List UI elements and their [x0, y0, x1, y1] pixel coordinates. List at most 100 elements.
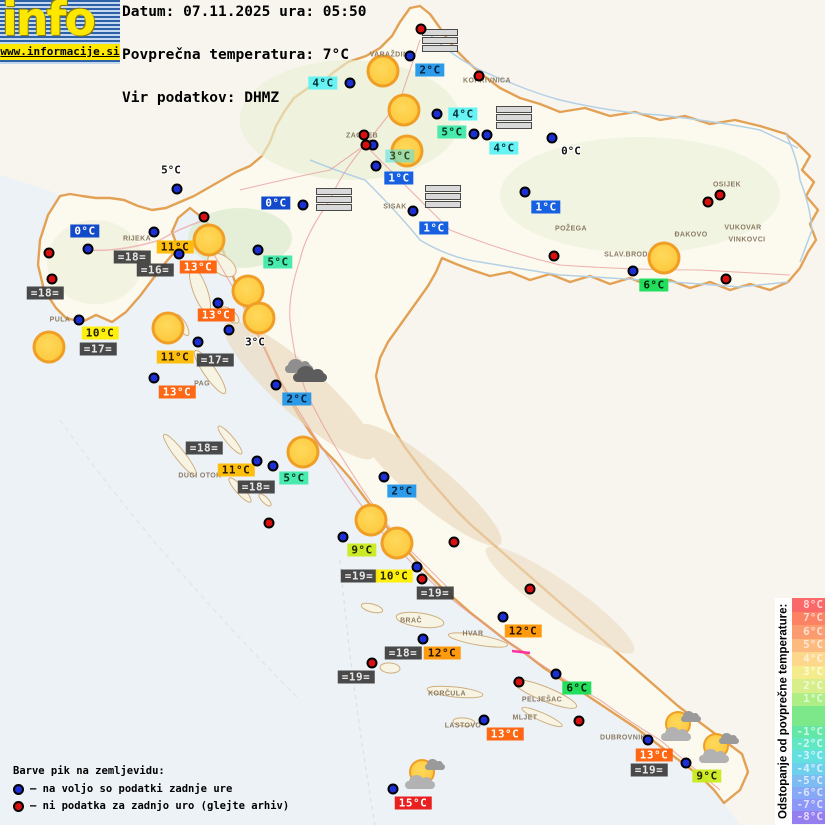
city-label-bra: BRAČ [400, 617, 422, 625]
scale-band-label: -3°C [796, 749, 824, 763]
city-label-dugiotok: DUGI OTOK [178, 472, 222, 480]
scale-band-4C: 4°C [792, 652, 825, 666]
logo-link[interactable]: info www.informacije.si [0, 0, 120, 64]
fog-icon [422, 29, 458, 53]
temperature-label: 1°C [419, 221, 449, 235]
city-label-peljeac: PELJEŠAC [521, 696, 563, 704]
station-dot-blue [297, 199, 309, 211]
scale-band-label: -6°C [796, 786, 824, 800]
city-label-sisak: SISAK [383, 203, 407, 211]
header-source-line: Vir podatkov: DHMZ [122, 90, 280, 106]
temperature-label: 2°C [415, 63, 445, 77]
temperature-label: 11°C [156, 240, 194, 254]
station-dot-blue [497, 611, 509, 623]
scale-band-2C: 2°C [792, 679, 825, 693]
logo-url-label: www.informacije.si [0, 44, 120, 60]
temperature-label: 13°C [179, 260, 217, 274]
scale-band-label: 4°C [803, 651, 823, 665]
city-label-vukovar: VUKOVAR [724, 224, 762, 232]
sun-icon [32, 330, 66, 364]
sun-icon [380, 526, 414, 560]
station-dot-blue [481, 129, 493, 141]
station-dot-blue [370, 160, 382, 172]
sun-icon [366, 54, 400, 88]
station-dot-blue [73, 314, 85, 326]
station-dot-blue [468, 128, 480, 140]
scale-band--1C: -1°C [792, 725, 825, 739]
no-data-label: =18= [237, 480, 275, 494]
legend-label-missing: – ni podatka za zadnjo uro (glejte arhiv… [30, 800, 290, 812]
scale-band-7C: 7°C [792, 611, 825, 625]
scale-band-3C: 3°C [792, 665, 825, 679]
station-dot-red [263, 517, 275, 529]
city-label-lastovo: LASTOVO [444, 722, 482, 730]
scale-band-label: -1°C [796, 725, 824, 739]
temperature-label: 10°C [81, 326, 119, 340]
scale-band-label: -7°C [796, 798, 824, 812]
station-dot-red [366, 657, 378, 669]
sun-icon [647, 241, 681, 275]
station-dot-red [714, 189, 726, 201]
scale-band-label: -8°C [796, 810, 824, 824]
station-dot-blue [404, 50, 416, 62]
temperature-label: 2°C [282, 392, 312, 406]
station-dot-blue [478, 714, 490, 726]
blue-dot-icon [13, 783, 24, 795]
city-label-pag: PAG [194, 380, 210, 388]
fog-icon [496, 106, 532, 130]
scale-band--7C: -7°C [792, 798, 825, 812]
station-dot-blue [378, 471, 390, 483]
dot-legend: Barve pik na zemljevidu: – na voljo so p… [13, 765, 289, 817]
sun-icon [387, 93, 421, 127]
scale-band-label: -2°C [796, 737, 824, 751]
station-dot-red [415, 23, 427, 35]
no-data-label: =16= [136, 263, 174, 277]
temperature-label: 0°C [70, 224, 100, 238]
station-dot-blue [270, 379, 282, 391]
temperature-label: 4°C [448, 107, 478, 121]
temperature-label: 9°C [692, 769, 722, 783]
station-dot-red [573, 715, 585, 727]
station-dot-red [198, 211, 210, 223]
station-dot-red [416, 573, 428, 585]
scale-band--5C: -5°C [792, 774, 825, 787]
scale-band-zero [792, 706, 825, 726]
station-dot-blue [212, 297, 224, 309]
legend-row-available: – na voljo so podatki zadnje ure [13, 783, 289, 795]
temperature-label: 1°C [531, 200, 561, 214]
header-date-line: Datum: 07.11.2025 ura: 05:50 [122, 4, 367, 20]
scale-band-label: 2°C [803, 678, 823, 692]
station-dot-blue [267, 460, 279, 472]
adriatic-sea [0, 175, 740, 825]
station-dot-blue [252, 244, 264, 256]
temperature-label: 13°C [486, 727, 524, 741]
temperature-text: 0°C [561, 144, 581, 158]
no-data-label: =19= [416, 586, 454, 600]
legend-row-missing: – ni podatka za zadnjo uro (glejte arhiv… [13, 800, 289, 812]
scale-band-6C: 6°C [792, 625, 825, 639]
temperature-label: 13°C [197, 308, 235, 322]
station-dot-blue [519, 186, 531, 198]
temperature-label: 11°C [156, 350, 194, 364]
legend-label-available: – na voljo so podatki zadnje ure [30, 783, 233, 795]
no-data-label: =18= [113, 250, 151, 264]
station-dot-blue [223, 324, 235, 336]
scale-band--8C: -8°C [792, 810, 825, 824]
station-dot-blue [680, 757, 692, 769]
station-dot-red [473, 70, 485, 82]
station-dot-red [43, 247, 55, 259]
station-dot-red [448, 536, 460, 548]
station-dot-red [46, 273, 58, 285]
city-label-rijeka: RIJEKA [122, 235, 152, 243]
logo-text: info [2, 0, 96, 46]
sun-icon [286, 435, 320, 469]
station-dot-red [513, 676, 525, 688]
city-label-akovo: ĐAKOVO [674, 231, 708, 239]
scale-band--4C: -4°C [792, 762, 825, 775]
scale-band--3C: -3°C [792, 749, 825, 763]
station-dot-red [720, 273, 732, 285]
station-dot-blue [148, 372, 160, 384]
no-data-label: =17= [79, 342, 117, 356]
temperature-label: 12°C [504, 624, 542, 638]
